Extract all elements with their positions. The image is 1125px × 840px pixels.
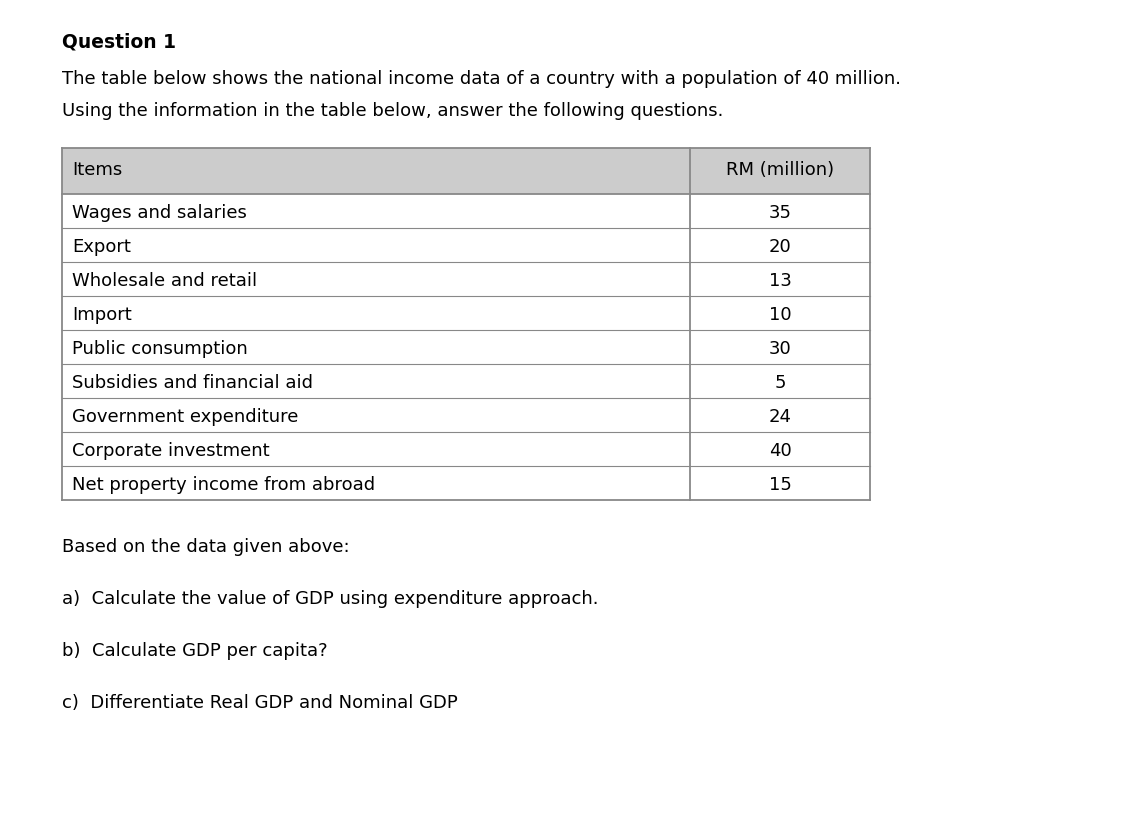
Text: c)  Differentiate Real GDP and Nominal GDP: c) Differentiate Real GDP and Nominal GD… (62, 694, 458, 712)
Bar (62, 262, 870, 296)
Text: 15: 15 (768, 476, 792, 494)
Text: 40: 40 (768, 442, 791, 460)
Text: Items: Items (72, 161, 123, 179)
Text: The table below shows the national income data of a country with a population of: The table below shows the national incom… (62, 70, 901, 88)
Text: 30: 30 (768, 340, 791, 358)
Bar (62, 194, 870, 228)
Text: 13: 13 (768, 272, 792, 290)
Bar (62, 330, 870, 364)
Text: 20: 20 (768, 238, 791, 256)
Text: RM (million): RM (million) (726, 161, 834, 179)
Text: Net property income from abroad: Net property income from abroad (72, 476, 375, 494)
Text: Export: Export (72, 238, 130, 256)
Text: 35: 35 (768, 204, 792, 222)
Bar (62, 148, 870, 194)
Text: 24: 24 (768, 408, 792, 426)
Bar (62, 296, 870, 330)
Text: Using the information in the table below, answer the following questions.: Using the information in the table below… (62, 102, 723, 120)
Bar (62, 228, 870, 262)
Text: 10: 10 (768, 306, 791, 324)
Text: Wholesale and retail: Wholesale and retail (72, 272, 258, 290)
Text: Subsidies and financial aid: Subsidies and financial aid (72, 374, 313, 392)
Bar (62, 466, 870, 500)
Bar (62, 432, 870, 466)
Text: Import: Import (72, 306, 132, 324)
Bar (62, 364, 870, 398)
Text: b)  Calculate GDP per capita?: b) Calculate GDP per capita? (62, 642, 327, 660)
Text: Question 1: Question 1 (62, 32, 176, 51)
Bar (62, 398, 870, 432)
Text: Government expenditure: Government expenditure (72, 408, 298, 426)
Text: 5: 5 (774, 374, 785, 392)
Text: Corporate investment: Corporate investment (72, 442, 270, 460)
Text: Public consumption: Public consumption (72, 340, 248, 358)
Text: Based on the data given above:: Based on the data given above: (62, 538, 350, 556)
Text: Wages and salaries: Wages and salaries (72, 204, 246, 222)
Text: a)  Calculate the value of GDP using expenditure approach.: a) Calculate the value of GDP using expe… (62, 590, 598, 608)
